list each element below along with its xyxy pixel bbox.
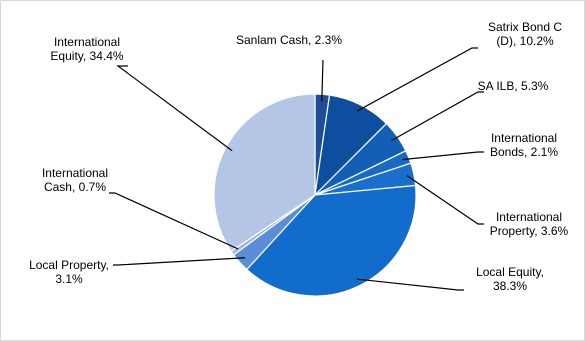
data-label-international-bonds: International Bonds, 2.1%	[490, 131, 558, 159]
leader-line-international-bonds	[401, 151, 484, 161]
data-label-sa-ilb: SA ILB, 5.3%	[478, 79, 549, 93]
data-label-international-property: International Property, 3.6%	[490, 210, 569, 238]
leader-line-local-equity	[356, 278, 464, 291]
data-label-satrix-bond-c-d: Satrix Bond C (D), 10.2%	[488, 20, 562, 48]
leader-line-sanlam-cash	[321, 59, 324, 102]
leader-lines	[109, 47, 484, 291]
data-label-international-cash: International Cash, 0.7%	[42, 166, 108, 194]
leader-line-sa-ilb	[391, 91, 484, 142]
data-labels: Sanlam Cash, 2.3% Satrix Bond C (D), 10.2%…	[29, 20, 568, 293]
pie-slices	[213, 93, 417, 297]
pie-slice-local-equity	[245, 184, 417, 297]
leader-line-international-cash	[109, 192, 239, 250]
data-label-sanlam-cash: Sanlam Cash, 2.3%	[236, 33, 342, 47]
leader-line-satrix-bond-c-d	[356, 47, 478, 112]
leader-line-international-equity	[116, 65, 233, 152]
leader-line-local-property	[113, 257, 246, 266]
data-label-local-property: Local Property, 3.1%	[29, 258, 109, 286]
data-label-international-equity: International Equity, 34.4%	[50, 35, 123, 63]
leader-line-international-property	[406, 175, 484, 225]
data-label-local-equity: Local Equity, 38.3%	[476, 265, 544, 293]
pie-slice-international-equity	[213, 93, 316, 253]
